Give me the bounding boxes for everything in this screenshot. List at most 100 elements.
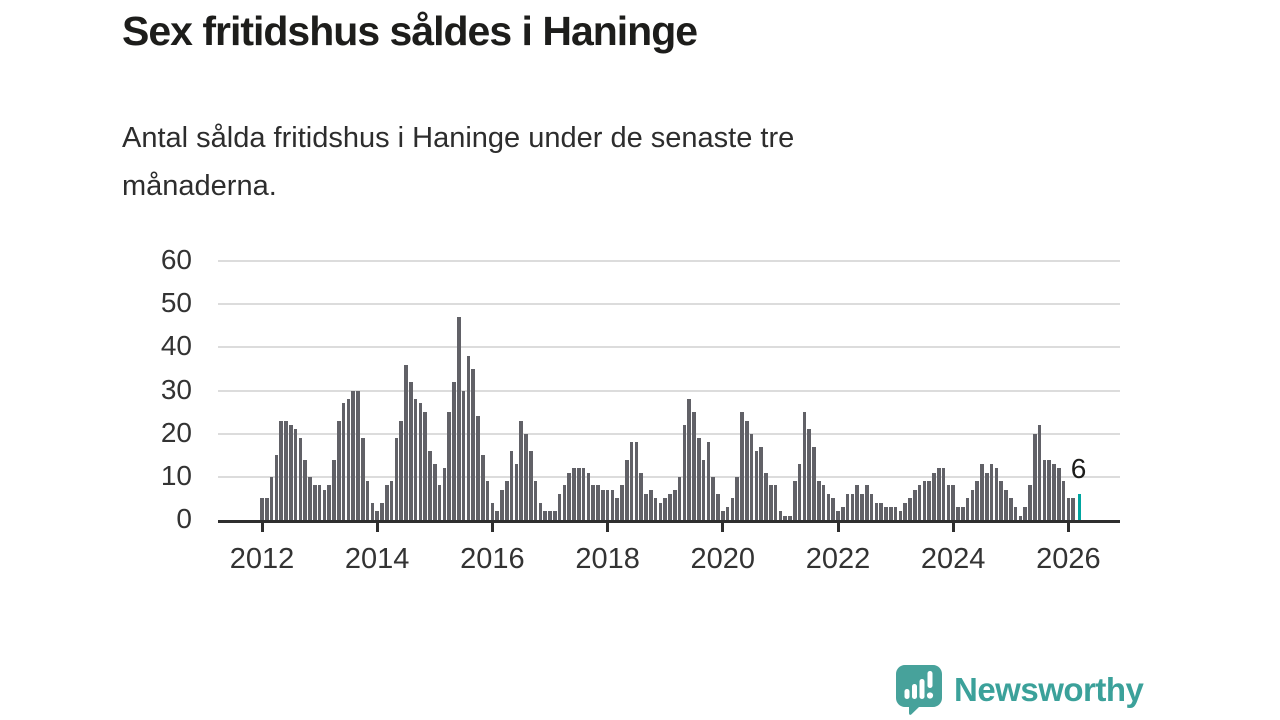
- bar: [941, 468, 946, 520]
- bar: [735, 476, 740, 520]
- bar: [879, 502, 884, 520]
- bar: [524, 433, 528, 520]
- bar: [932, 472, 936, 520]
- bar: [912, 489, 917, 520]
- bar: [855, 485, 860, 520]
- bar: [519, 420, 524, 520]
- bar: [528, 450, 533, 520]
- bar: [538, 502, 543, 520]
- y-axis-label-40: 40: [160, 330, 192, 362]
- bar: [1056, 468, 1061, 520]
- bar: [807, 429, 812, 520]
- bar: [716, 494, 720, 520]
- bar: [567, 472, 572, 520]
- y-axis-label-30: 30: [160, 373, 192, 405]
- bar: [773, 485, 778, 520]
- bar: [629, 442, 634, 520]
- bar: [1032, 433, 1037, 520]
- bar: [260, 498, 264, 520]
- bar: [413, 399, 418, 520]
- bar: [908, 498, 912, 520]
- bar: [504, 481, 509, 520]
- bar: [1052, 463, 1056, 520]
- bar: [1066, 498, 1071, 520]
- gridline-y20: [218, 432, 1120, 435]
- bar: [744, 420, 749, 520]
- bar: [701, 459, 706, 520]
- bar: [404, 364, 408, 520]
- highlight-bar: [1077, 494, 1082, 520]
- bar: [898, 511, 903, 520]
- bar: [1037, 425, 1042, 520]
- bar: [591, 485, 596, 520]
- bar: [509, 450, 514, 520]
- bar: [351, 390, 356, 520]
- bar: [1004, 489, 1008, 520]
- bar: [634, 442, 639, 520]
- bar: [821, 485, 826, 520]
- bar: [672, 489, 677, 520]
- bar: [442, 468, 447, 520]
- bar: [788, 515, 792, 520]
- bar: [466, 355, 471, 520]
- x-axis-tick-2024: [951, 523, 955, 532]
- chart-subtitle: Antal sålda fritidshus i Haninge under d…: [122, 114, 794, 210]
- bar: [495, 511, 500, 520]
- bar: [394, 437, 399, 520]
- bar: [764, 472, 768, 520]
- x-axis-tick-2016: [490, 523, 494, 532]
- x-axis-label-2020: 2020: [690, 543, 756, 575]
- bar: [298, 437, 303, 520]
- x-axis-tick-2020: [721, 523, 725, 532]
- x-axis-tick-2014: [375, 523, 379, 532]
- gridline-y60: [218, 260, 1120, 262]
- bar: [644, 494, 648, 520]
- bar: [682, 425, 687, 520]
- bar: [380, 502, 384, 520]
- bar: [375, 511, 380, 520]
- bar: [624, 459, 629, 520]
- bar: [432, 463, 437, 520]
- y-axis-label-10: 10: [160, 459, 192, 491]
- bar: [956, 507, 960, 520]
- bar: [322, 489, 327, 520]
- bar: [802, 412, 807, 520]
- bar: [447, 412, 452, 520]
- bar: [471, 368, 476, 520]
- bar: [797, 463, 802, 520]
- bar: [332, 459, 336, 520]
- x-axis-label-2026: 2026: [1036, 543, 1101, 575]
- bar: [1047, 459, 1052, 520]
- bar: [399, 420, 404, 520]
- bar: [389, 481, 394, 520]
- bar: [596, 485, 600, 520]
- bar: [1071, 498, 1076, 520]
- bar: [951, 485, 956, 520]
- bar: [428, 450, 432, 520]
- bar: [754, 450, 759, 520]
- bar: [552, 511, 557, 520]
- bar: [740, 412, 744, 520]
- bar: [869, 494, 874, 520]
- bar: [533, 481, 538, 520]
- bar: [893, 507, 898, 520]
- bar: [903, 502, 908, 520]
- x-axis-label-2012: 2012: [229, 543, 295, 575]
- bar: [356, 390, 360, 520]
- bar: [711, 476, 716, 520]
- bar: [922, 481, 927, 520]
- bar: [792, 481, 797, 520]
- bar: [1008, 498, 1013, 520]
- bar: [1013, 507, 1018, 520]
- bar: [768, 485, 773, 520]
- bar: [360, 437, 365, 520]
- x-axis-tick-2012: [260, 523, 264, 532]
- bar: [980, 463, 984, 520]
- bar: [999, 481, 1004, 520]
- y-axis-label-60: 60: [160, 244, 192, 275]
- brand-wordmark: Newsworthy: [954, 671, 1144, 708]
- subtitle-line-2: månaderna.: [122, 170, 277, 202]
- bar: [341, 403, 346, 520]
- bar: [456, 317, 461, 520]
